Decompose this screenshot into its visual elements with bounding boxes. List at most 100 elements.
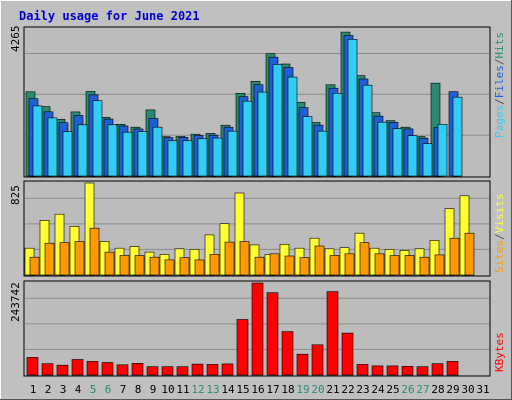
bar-pages-day-24 <box>377 121 388 177</box>
bar-sites-day-4 <box>74 241 85 276</box>
x-tick-label-29: 29 <box>446 383 459 396</box>
bar-kbytes-day-11 <box>176 366 189 376</box>
bar-kbytes-day-9 <box>146 366 159 376</box>
bar-sites-day-7 <box>119 255 130 276</box>
bar-pages-day-13 <box>212 137 223 177</box>
legend-kbytes: KBytes <box>493 332 506 372</box>
bar-visits-day-15 <box>234 192 245 276</box>
legend-pages: Pages <box>493 105 506 138</box>
bar-kbytes-day-20 <box>311 344 324 376</box>
bar-sites-day-30 <box>464 232 475 276</box>
bar-sites-day-2 <box>44 242 55 276</box>
chart-title: Daily usage for June 2021 <box>19 9 200 23</box>
x-tick-label-3: 3 <box>60 383 67 396</box>
bar-pages-day-11 <box>182 140 193 177</box>
bar-pages-day-18 <box>287 76 298 177</box>
x-tick-label-6: 6 <box>105 383 112 396</box>
bar-pages-day-5 <box>92 100 103 177</box>
bar-pages-day-28 <box>437 124 448 177</box>
x-tick-label-17: 17 <box>266 383 279 396</box>
x-tick-label-20: 20 <box>311 383 324 396</box>
x-tick-label-23: 23 <box>356 383 369 396</box>
legend-sep-1: / <box>493 98 506 105</box>
x-tick-label-31: 31 <box>476 383 489 396</box>
x-tick-label-18: 18 <box>281 383 294 396</box>
bar-pages-day-26 <box>407 135 418 177</box>
x-tick-label-7: 7 <box>120 383 127 396</box>
bar-sites-day-9 <box>149 256 160 276</box>
bar-kbytes-day-7 <box>116 364 129 376</box>
bar-pages-day-17 <box>272 64 283 177</box>
bar-sites-day-16 <box>254 256 265 276</box>
bar-kbytes-day-15 <box>236 319 249 376</box>
bar-sites-day-15 <box>239 241 250 276</box>
bar-sites-day-11 <box>179 257 190 276</box>
x-tick-label-12: 12 <box>191 383 204 396</box>
bar-kbytes-day-21 <box>326 291 339 376</box>
bar-sites-day-8 <box>134 255 145 276</box>
bar-sites-day-10 <box>164 259 175 276</box>
bottom-ymax-label: 243742 <box>9 282 22 322</box>
bar-sites-day-24 <box>374 253 385 276</box>
x-tick-label-8: 8 <box>135 383 142 396</box>
bar-sites-day-1 <box>29 256 40 276</box>
legend-sep-2: / <box>493 59 506 66</box>
x-tick-label-25: 25 <box>386 383 399 396</box>
bar-kbytes-day-29 <box>446 361 459 376</box>
x-tick-label-30: 30 <box>461 383 474 396</box>
bar-pages-day-6 <box>107 124 118 177</box>
bar-pages-day-2 <box>47 117 58 177</box>
x-tick-label-26: 26 <box>401 383 414 396</box>
legend-visits: Visits <box>493 194 506 234</box>
bar-kbytes-day-27 <box>416 366 429 376</box>
bar-sites-day-14 <box>224 241 235 276</box>
bar-kbytes-day-3 <box>56 364 69 376</box>
bar-sites-day-25 <box>389 255 400 276</box>
bar-kbytes-day-14 <box>221 363 234 376</box>
bar-kbytes-day-4 <box>71 359 84 376</box>
bar-sites-day-23 <box>359 242 370 276</box>
bar-kbytes-day-26 <box>401 365 414 376</box>
bar-sites-day-17 <box>269 253 280 276</box>
bar-pages-day-21 <box>332 93 343 177</box>
bar-kbytes-day-6 <box>101 362 114 376</box>
x-tick-label-9: 9 <box>150 383 157 396</box>
bar-kbytes-day-10 <box>161 366 174 376</box>
x-tick-label-11: 11 <box>176 383 189 396</box>
bottom-legend: KBytes <box>493 332 506 372</box>
bar-sites-day-20 <box>314 245 325 276</box>
middle-legend: Sites/Visits <box>493 194 506 274</box>
bar-pages-day-12 <box>197 138 208 177</box>
x-tick-label-24: 24 <box>371 383 385 396</box>
x-tick-label-27: 27 <box>416 383 429 396</box>
bar-pages-day-9 <box>152 126 163 177</box>
bar-kbytes-day-16 <box>251 282 264 376</box>
bar-sites-day-28 <box>434 254 445 276</box>
bar-pages-day-3 <box>62 131 73 177</box>
bar-sites-day-13 <box>209 254 220 276</box>
bar-pages-day-19 <box>302 116 313 177</box>
bar-pages-day-8 <box>137 131 148 177</box>
bar-kbytes-day-19 <box>296 353 309 376</box>
bar-sites-day-21 <box>329 255 340 276</box>
bar-kbytes-day-17 <box>266 292 279 376</box>
bar-pages-day-29 <box>452 96 463 177</box>
bar-sites-day-26 <box>404 255 415 276</box>
bar-pages-day-7 <box>122 131 133 177</box>
x-tick-label-28: 28 <box>431 383 444 396</box>
top-legend: Pages/Files/Hits <box>493 32 506 138</box>
bar-pages-day-14 <box>227 130 238 177</box>
bar-sites-day-27 <box>419 256 430 276</box>
bar-kbytes-day-24 <box>371 365 384 376</box>
bar-pages-day-23 <box>362 84 373 177</box>
bar-sites-day-6 <box>104 251 115 276</box>
x-tick-label-15: 15 <box>236 383 249 396</box>
legend-hits: Hits <box>493 32 506 59</box>
bar-kbytes-day-28 <box>431 363 444 376</box>
bar-sites-day-19 <box>299 257 310 276</box>
bar-kbytes-day-2 <box>41 363 54 376</box>
middle-ymax-label: 825 <box>9 185 22 205</box>
bar-sites-day-29 <box>449 237 460 276</box>
